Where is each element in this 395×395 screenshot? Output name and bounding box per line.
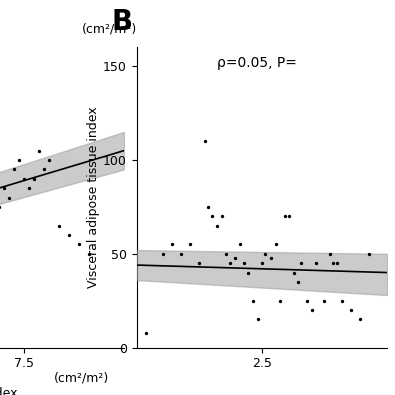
Point <box>357 316 363 323</box>
Point <box>327 250 333 257</box>
Point <box>286 213 292 219</box>
Point <box>295 279 301 285</box>
Point <box>276 297 283 304</box>
Point <box>339 297 346 304</box>
Point <box>273 241 279 248</box>
Point <box>250 297 256 304</box>
Text: (cm²/m²): (cm²/m²) <box>81 23 137 36</box>
Text: (cm²/m²): (cm²/m²) <box>54 372 109 385</box>
Point <box>219 213 226 219</box>
Point <box>298 260 305 266</box>
Point <box>334 260 340 266</box>
Point <box>56 222 62 229</box>
Point <box>241 260 247 266</box>
Point <box>330 260 337 266</box>
Point <box>268 254 274 261</box>
Point <box>36 147 42 154</box>
Point <box>169 241 175 248</box>
Point <box>41 166 47 173</box>
Point <box>187 241 194 248</box>
Point <box>86 250 92 257</box>
Point <box>11 166 17 173</box>
Y-axis label: Visceral adipose tissue index: Visceral adipose tissue index <box>87 107 100 288</box>
Point <box>255 316 261 323</box>
Point <box>209 213 215 219</box>
Point <box>282 213 288 219</box>
Point <box>366 250 372 257</box>
Point <box>66 232 72 238</box>
Point <box>348 307 354 313</box>
Text: cle index: cle index <box>0 387 18 395</box>
Text: B: B <box>111 8 133 36</box>
Point <box>245 269 251 276</box>
Point <box>1 185 7 191</box>
Point <box>31 175 37 182</box>
Point <box>196 260 202 266</box>
Point <box>205 204 211 210</box>
Point <box>160 250 167 257</box>
Point <box>303 297 310 304</box>
Point <box>6 194 12 201</box>
Point <box>26 185 32 191</box>
Point <box>76 241 82 248</box>
Point <box>178 250 184 257</box>
Point <box>262 250 269 257</box>
Point <box>16 157 22 163</box>
Point <box>312 260 319 266</box>
Point <box>214 222 220 229</box>
Point <box>143 329 149 336</box>
Point <box>226 260 233 266</box>
Point <box>321 297 327 304</box>
Point <box>237 241 244 248</box>
Point <box>309 307 315 313</box>
Point <box>201 138 208 144</box>
Point <box>0 204 2 210</box>
Point <box>291 269 297 276</box>
Text: ρ=0.05, P=: ρ=0.05, P= <box>217 56 297 70</box>
Point <box>223 250 229 257</box>
Point <box>21 175 27 182</box>
Point <box>46 157 52 163</box>
Point <box>232 254 238 261</box>
Point <box>259 260 265 266</box>
